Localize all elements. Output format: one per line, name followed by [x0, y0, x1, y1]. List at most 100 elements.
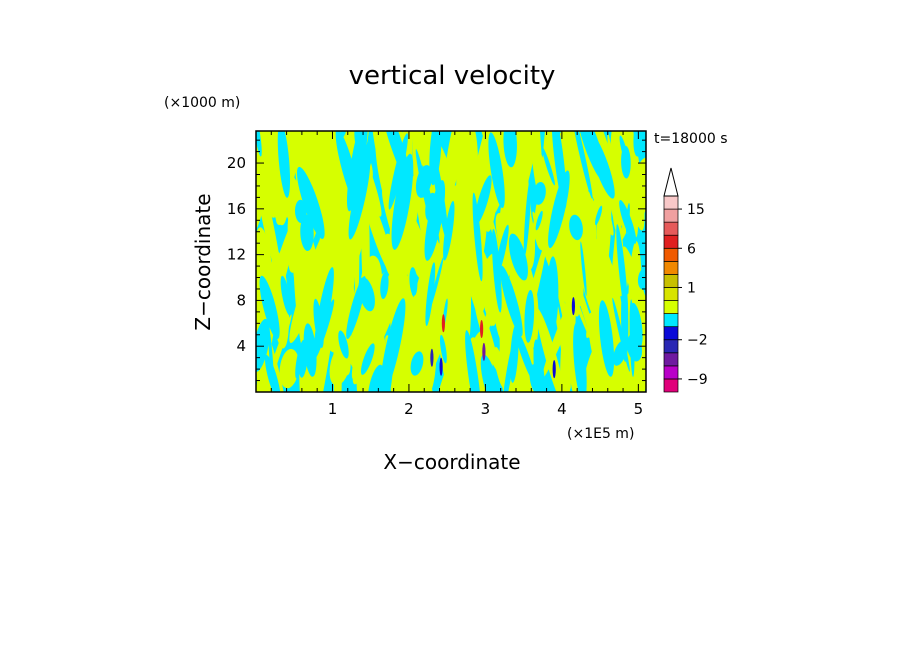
downdraft-patch [410, 351, 424, 376]
downdraft-patch [422, 165, 440, 244]
colorbar-extend-arrow [663, 167, 679, 197]
y-tick-label: 12 [227, 246, 246, 264]
downdraft-patch [380, 271, 389, 300]
downdraft-patch [388, 133, 408, 210]
downdraft-patch [488, 132, 505, 209]
downdraft-patch [294, 199, 307, 223]
downdraft-patch [533, 181, 546, 205]
downdraft-patch [296, 166, 325, 239]
y-unit-label: (×1000 m) [164, 95, 240, 111]
downdraft-patch [431, 149, 449, 243]
updraft-patch [313, 131, 345, 218]
downdraft-patch [542, 147, 555, 186]
downdraft-patch [360, 343, 375, 375]
updraft-patch [474, 297, 499, 371]
downdraft-patch [626, 333, 643, 362]
downdraft-patch [277, 131, 291, 198]
x-tick-label: 5 [634, 400, 644, 418]
colorbar-segment [663, 274, 679, 288]
x-tick-label: 2 [404, 400, 414, 418]
downdraft-patch [264, 354, 281, 392]
colorbar-segment [663, 195, 679, 210]
downdraft-patch [503, 131, 517, 168]
updraft-patch [455, 190, 470, 287]
colorbar-segment [663, 352, 679, 367]
downdraft-patch [439, 334, 447, 364]
strong-core [439, 357, 443, 376]
downdraft-patch [259, 275, 280, 340]
colorbar-segment [663, 378, 679, 393]
downdraft-patch [295, 339, 305, 379]
downdraft-patch [523, 177, 532, 257]
downdraft-patch [346, 276, 366, 340]
y-axis-label: Z−coordinate [191, 193, 215, 330]
downdraft-patch [612, 297, 630, 372]
strong-core [480, 320, 484, 338]
strong-core [552, 360, 556, 379]
y-tick-label: 4 [236, 337, 246, 355]
downdraft-patch [576, 131, 606, 182]
downdraft-patch [472, 192, 483, 282]
downdraft-patch [616, 224, 629, 320]
downdraft-patch [573, 322, 587, 392]
x-tick-label: 1 [328, 400, 338, 418]
x-tick-label: 3 [481, 400, 491, 418]
downdraft-patch [409, 267, 418, 296]
plot-frame [255, 130, 647, 393]
updraft-patch [465, 131, 478, 185]
updraft-patch [330, 200, 345, 263]
updraft-patch [361, 185, 395, 277]
y-axis: 4 8 12 16 20 [227, 139, 646, 382]
updraft-patch [610, 131, 620, 231]
colorbar-segment [663, 339, 679, 354]
downdraft-patch [547, 256, 559, 330]
updraft-patch [256, 135, 276, 218]
x-unit-label: (×1E5 m) [567, 426, 634, 442]
downdraft-patch [465, 330, 482, 392]
colorbar-segment [663, 208, 679, 223]
updraft-patch [610, 140, 628, 295]
updraft-patch [536, 308, 567, 392]
updraft-patch [369, 131, 395, 203]
x-axis-label: X−coordinate [383, 450, 520, 474]
y-tick-label: 16 [227, 200, 246, 218]
colorbar-tick-label: −2 [687, 333, 708, 349]
downdraft-patch [367, 364, 385, 392]
updraft-patch [256, 258, 271, 332]
colorbar: −9 −2 1 6 15 [663, 167, 708, 393]
downdraft-patch [500, 265, 523, 337]
downdraft-patch [535, 210, 543, 231]
downdraft-patch [619, 135, 629, 166]
colorbar-segment [663, 313, 679, 328]
downdraft-patch [494, 224, 509, 281]
chart-title: vertical velocity [349, 61, 556, 91]
colorbar-segment [663, 300, 679, 314]
downdraft-patch [502, 338, 516, 392]
downdraft-patch [637, 268, 646, 290]
downdraft-patch [300, 214, 314, 251]
downdraft-patch [383, 354, 393, 392]
downdraft-patch [415, 149, 436, 240]
time-label: t=18000 s [654, 131, 728, 147]
strong-core [571, 297, 576, 316]
downdraft-patch [474, 175, 492, 225]
colorbar-segment [663, 247, 679, 262]
updraft-patch [279, 348, 300, 389]
strong-core [482, 342, 486, 361]
colorbar-segment [663, 365, 679, 380]
downdraft-patch [508, 233, 528, 281]
strong-core [441, 314, 445, 333]
downdraft-patch [633, 131, 646, 157]
colorbar-tick-label: 15 [687, 202, 705, 218]
downdraft-patch [335, 131, 362, 212]
downdraft-patch [256, 131, 262, 157]
updraft-patch [532, 211, 569, 306]
downdraft-patch [313, 267, 334, 357]
downdraft-patch [551, 131, 567, 209]
downdraft-patch [533, 339, 546, 392]
downdraft-patch [443, 201, 455, 261]
downdraft-patch [354, 141, 374, 186]
downdraft-patch [569, 214, 583, 241]
downdraft-patch [524, 290, 535, 343]
